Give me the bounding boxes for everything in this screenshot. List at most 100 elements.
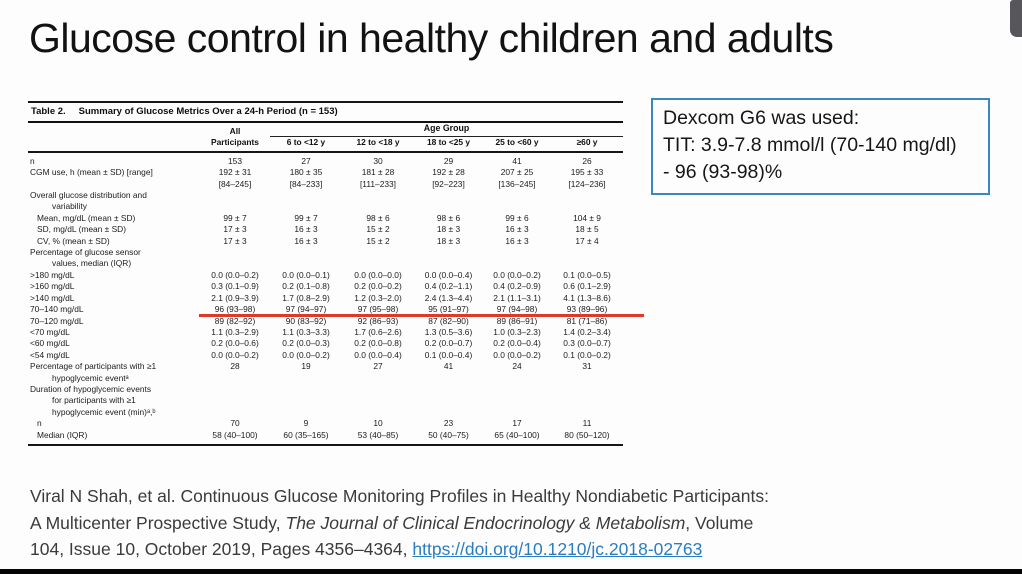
cell-value: 70 — [230, 418, 240, 429]
cell-value: 97 (94–98) — [482, 304, 552, 317]
cell-value: 9 — [303, 418, 309, 429]
table-row: Percentage of glucose sensor values, med… — [28, 247, 623, 270]
cell-value: 87 (82–90) — [428, 315, 469, 326]
callout-line: Dexcom G6 was used: — [663, 107, 860, 129]
citation-text: , Volume — [685, 512, 754, 533]
col-header-all-participants: All Participants — [211, 126, 259, 148]
cell-value: 93 (89–96) — [549, 304, 645, 317]
cell-value: 99 ± 7 — [223, 212, 247, 223]
cell-value: 0.2 (0.0–0.4) — [493, 338, 541, 349]
citation-text: Viral N Shah, et al. Continuous Glucose … — [30, 486, 769, 506]
table-body: n 153 27 30 29 41 26 CGM use, h (mean ± SD) [ra… — [28, 152, 645, 445]
cell-value: 1.7 (0.8–2.9) — [282, 292, 330, 303]
cell-value: 0.0 (0.0–0.2) — [493, 269, 541, 280]
row-label: <70 mg/dL — [30, 326, 70, 337]
cell-value: 97 (94–97) — [269, 304, 343, 317]
table-row: SD, mg/dL (mean ± SD) 17 ± 3 16 ± 3 15 ± 2 1… — [28, 224, 623, 235]
cell-value: 98 ± 6 — [366, 212, 390, 223]
cell-value — [342, 190, 414, 213]
cell-value — [414, 384, 483, 418]
cell-value: 18 ± 3 — [436, 235, 461, 246]
cell-value: 17 ± 3 — [223, 235, 247, 246]
cell-value: 28 — [230, 361, 240, 372]
table-header: All Participants Age Group 6 to <12 y 12… — [28, 123, 624, 152]
cell-value: 0.2 (0.0–0.7) — [424, 338, 473, 349]
cell-value: 65 (40–100) — [494, 429, 540, 440]
cell-value: 18 ± 5 — [575, 224, 599, 235]
cell-value: 16 ± 3 — [505, 235, 529, 246]
row-label-header — [28, 123, 200, 152]
cell-value: 95 (91–97) — [413, 304, 484, 317]
cell-value — [551, 247, 623, 270]
cell-value: 19 — [301, 361, 311, 372]
cell-value: 27 — [373, 361, 383, 372]
scrollbar-thumb[interactable] — [1010, 0, 1022, 37]
cell-value: 97 (95–98) — [341, 304, 415, 317]
cell-value: 192 ± 31 [84–245] — [218, 167, 252, 189]
cell-value: 41 — [512, 155, 522, 166]
row-label: Overall glucose distribution and variabi… — [30, 190, 147, 212]
table-row: n 153 27 30 29 41 26 — [28, 152, 623, 167]
row-label: Percentage of glucose sensor values, med… — [30, 247, 141, 269]
cell-value: 17 ± 3 — [223, 224, 247, 235]
cell-value: 17 ± 4 — [575, 235, 599, 246]
cell-value: 89 (82–92) — [214, 315, 256, 326]
row-label: n — [37, 418, 42, 429]
cell-value — [270, 384, 342, 418]
cell-value: 1.1 (0.3–3.3) — [282, 326, 330, 337]
cell-value: 53 (40–85) — [357, 429, 399, 440]
dexcom-note-box: Dexcom G6 was used: TIT: 3.9-7.8 mmol/l (… — [651, 98, 990, 195]
callout-line: - 96 (93-98)% — [663, 161, 783, 183]
row-label: 70–140 mg/dL — [30, 304, 84, 315]
cell-value: 11 — [582, 418, 592, 429]
cell-value: 30 — [373, 155, 383, 166]
cell-value: 17 — [512, 418, 522, 429]
table-row: 70–120 mg/dL 89 (82–92) 90 (83–92) 92 (86–9… — [28, 316, 623, 327]
cell-value — [551, 190, 623, 213]
cell-value: 0.0 (0.0–0.4) — [354, 349, 402, 360]
row-label: <54 mg/dL — [30, 349, 70, 360]
cell-value: 1.4 (0.2–3.4) — [563, 326, 611, 337]
cell-value: 27 — [301, 155, 311, 166]
table-caption-text: Summary of Glucose Metrics Over a 24-h P… — [78, 106, 338, 117]
cell-value: 99 ± 7 — [294, 212, 318, 223]
cell-value — [483, 384, 551, 418]
cell-value — [200, 384, 270, 418]
cell-value — [342, 247, 414, 270]
cell-value: 0.3 (0.1–0.9) — [211, 281, 259, 292]
cell-value: 0.2 (0.0–0.6) — [211, 338, 259, 349]
cell-value — [270, 190, 342, 213]
cell-value — [551, 384, 623, 418]
table-row: Median (IQR) 58 (40–100) 60 (35–165) 53 (40… — [28, 430, 623, 445]
table-row: n 70 9 10 23 17 11 — [28, 418, 623, 429]
cell-value — [342, 384, 414, 418]
row-label: 70–120 mg/dL — [30, 315, 84, 326]
cell-value — [483, 247, 551, 270]
cell-value — [414, 190, 483, 213]
cell-value: 24 — [512, 361, 522, 372]
cell-value — [200, 190, 270, 213]
cell-value: 2.1 (0.9–3.9) — [211, 292, 259, 303]
cell-value: 0.3 (0.0–0.7) — [563, 338, 611, 349]
col-header-6-12: 6 to <12 y — [286, 137, 326, 148]
age-group-header: Age Group — [270, 123, 624, 138]
cell-value: 29 — [443, 155, 454, 166]
doi-link[interactable]: https://doi.org/10.1210/jc.2018-02763 — [412, 539, 703, 559]
cell-value: 1.7 (0.6–2.6) — [354, 326, 402, 337]
row-label: CV, % (mean ± SD) — [37, 235, 110, 246]
cell-value: 0.0 (0.0–0.2) — [211, 349, 259, 360]
cell-value: 41 — [443, 361, 454, 372]
cell-value: 90 (83–92) — [285, 315, 327, 326]
cell-value: 1.3 (0.5–3.6) — [424, 326, 473, 337]
cell-value: 0.2 (0.1–0.8) — [282, 281, 330, 292]
cell-value: 0.1 (0.0–0.2) — [563, 349, 611, 360]
table-row: >160 mg/dL 0.3 (0.1–0.9) 0.2 (0.1–0.8) 0.2 … — [28, 281, 623, 292]
row-label: >140 mg/dL — [30, 292, 75, 303]
cell-value: 58 (40–100) — [212, 429, 258, 440]
row-label: n — [30, 155, 35, 166]
cell-value: 31 — [582, 361, 592, 372]
cell-value: 104 ± 9 — [573, 212, 601, 223]
table-row: CGM use, h (mean ± SD) [range] 192 ± 31 [… — [28, 167, 623, 190]
col-header-18-25: 18 to <25 y — [426, 137, 471, 148]
cell-value: 16 ± 3 — [505, 224, 529, 235]
